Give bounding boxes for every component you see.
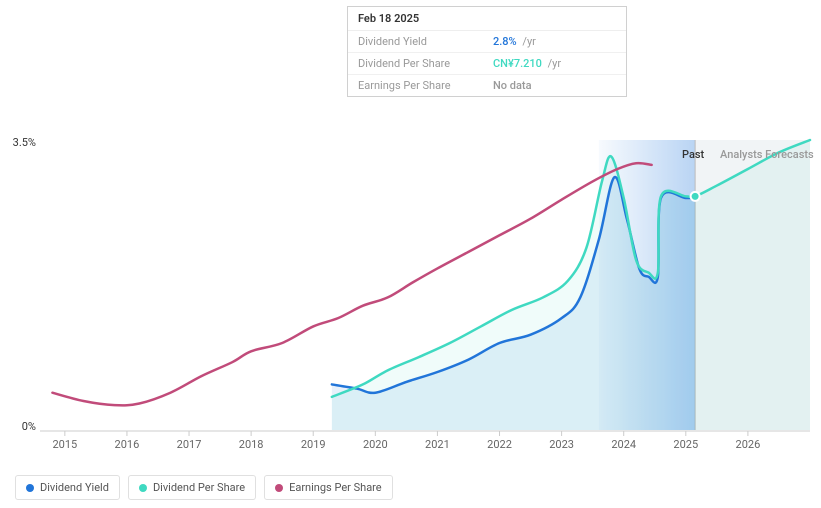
x-tick: 2026 — [736, 438, 761, 451]
legend-item-dividend_yield[interactable]: Dividend Yield — [15, 475, 120, 500]
x-axis: 2015 2016 2017 2018 2019 2020 2021 2022 2023 2024… — [40, 438, 810, 458]
tooltip-row-value: CN¥7.210 /yr — [493, 57, 561, 70]
legend-item-dividend_per_share[interactable]: Dividend Per Share — [128, 475, 256, 500]
tooltip-row: Dividend Yield2.8% /yr — [348, 31, 626, 53]
x-tick: 2018 — [239, 438, 264, 451]
tooltip-row-label: Earnings Per Share — [358, 79, 493, 92]
y-tick-min: 0% — [1, 420, 36, 433]
x-tick: 2023 — [549, 438, 574, 451]
region-label-forecast: Analysts Forecasts — [720, 148, 814, 161]
x-tick: 2022 — [487, 438, 512, 451]
x-tick: 2016 — [115, 438, 140, 451]
legend-item-earnings_per_share[interactable]: Earnings Per Share — [264, 475, 393, 500]
tooltip-row: Earnings Per ShareNo data — [348, 75, 626, 96]
x-tick: 2021 — [425, 438, 450, 451]
legend-dot-icon — [26, 484, 34, 492]
legend-dot-icon — [139, 484, 147, 492]
tooltip-date: Feb 18 2025 — [348, 7, 626, 31]
tooltip-row-label: Dividend Yield — [358, 35, 493, 48]
y-tick-max: 3.5% — [1, 136, 36, 149]
legend-dot-icon — [275, 484, 283, 492]
chart-tooltip: Feb 18 2025 Dividend Yield2.8% /yrDivide… — [347, 6, 627, 97]
tooltip-row-label: Dividend Per Share — [358, 57, 493, 70]
x-tick: 2020 — [363, 438, 388, 451]
legend: Dividend Yield Dividend Per Share Earnings… — [15, 475, 393, 500]
tooltip-row: Dividend Per ShareCN¥7.210 /yr — [348, 53, 626, 75]
x-tick: 2019 — [301, 438, 326, 451]
legend-label: Earnings Per Share — [289, 481, 382, 494]
region-label-past: Past — [682, 148, 704, 161]
legend-label: Dividend Yield — [40, 481, 109, 494]
x-tick: 2025 — [673, 438, 698, 451]
x-tick: 2024 — [611, 438, 636, 451]
tooltip-rows: Dividend Yield2.8% /yrDividend Per Share… — [348, 31, 626, 96]
tooltip-row-value: 2.8% /yr — [493, 35, 536, 48]
legend-label: Dividend Per Share — [153, 481, 245, 494]
x-tick: 2015 — [52, 438, 77, 451]
tooltip-row-value: No data — [493, 79, 532, 92]
x-tick: 2017 — [177, 438, 202, 451]
